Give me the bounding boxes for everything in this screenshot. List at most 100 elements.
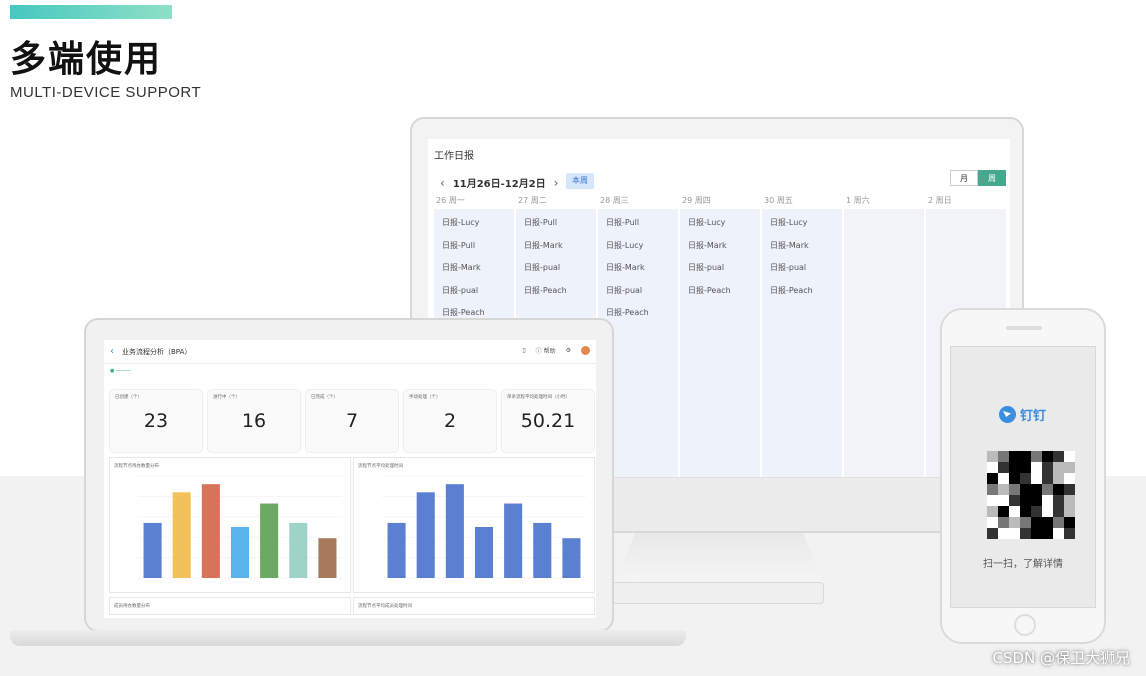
monitor-stand-base: [600, 582, 824, 604]
qr-cell: [987, 484, 998, 495]
qr-cell: [1042, 462, 1053, 473]
chart-panel-left: 流程节点待办数量分布: [110, 458, 350, 592]
phone-speaker: [1006, 326, 1042, 330]
date-range: 11月26日-12月2日: [452, 179, 546, 190]
bar[interactable]: [143, 522, 162, 578]
report-item[interactable]: 日报-Peach: [688, 285, 731, 295]
dingtalk-logo-icon: [999, 406, 1016, 423]
qr-cell: [998, 495, 1009, 506]
laptop: ‹ 业务流程分析（BPA） ▯ ⓘ 帮助 ⚙ ● ───── 已创建（个） 23 进…: [84, 318, 614, 632]
bar[interactable]: [201, 484, 220, 578]
report-item[interactable]: 日报-Pull: [524, 218, 558, 227]
laptop-screen: ‹ 业务流程分析（BPA） ▯ ⓘ 帮助 ⚙ ● ───── 已创建（个） 23 进…: [104, 340, 596, 618]
qr-cell: [1042, 484, 1053, 495]
day-header: 27 周二: [518, 196, 547, 205]
bar[interactable]: [172, 492, 191, 578]
qr-cell: [1020, 462, 1031, 473]
qr-cell: [1009, 528, 1020, 539]
monitor-stand: [614, 533, 824, 585]
report-item[interactable]: 日报-pual: [442, 285, 479, 295]
month-view-button[interactable]: 月: [950, 170, 978, 186]
day-column: 日报-Lucy 日报-Mark 日报-pual 日报-Peach: [762, 209, 842, 479]
week-view-button[interactable]: 周: [978, 170, 1006, 186]
report-item[interactable]: 日报-Mark: [524, 240, 563, 250]
report-item[interactable]: 日报-Mark: [606, 263, 645, 273]
bar[interactable]: [260, 503, 279, 578]
bar[interactable]: [504, 503, 523, 578]
report-item[interactable]: 日报-pual: [524, 263, 561, 273]
report-item[interactable]: 日报-Mark: [688, 240, 727, 250]
stat-value: 23: [143, 410, 169, 432]
qr-cell: [998, 484, 1009, 495]
settings-icon[interactable]: ⚙: [565, 347, 571, 354]
chevron-right-icon[interactable]: ›: [553, 175, 559, 190]
bar[interactable]: [318, 538, 337, 578]
qr-cell: [998, 473, 1009, 484]
phone: 钉钉 扫一扫，了解详情: [940, 308, 1106, 644]
qr-cell: [1009, 462, 1020, 473]
day-header: 26 周一: [436, 196, 465, 205]
qr-cell: [1020, 506, 1031, 517]
panel-bottom-left: 成员待办数量分布: [110, 598, 350, 614]
qr-cell: [1031, 528, 1042, 539]
page-title: 多端使用: [10, 39, 163, 80]
qr-cell: [1042, 528, 1053, 539]
stat-card: 已完成（个） 7: [306, 390, 398, 452]
refresh-link[interactable]: ● ─────: [110, 368, 132, 374]
qr-cell: [1031, 506, 1042, 517]
day-header: 28 周三: [600, 196, 629, 205]
phone-icon[interactable]: ▯: [522, 347, 526, 354]
report-item[interactable]: 日报-Lucy: [770, 218, 808, 227]
report-item[interactable]: 日报-Peach: [442, 308, 485, 318]
dingtalk-brand: 钉钉: [999, 405, 1046, 424]
report-item[interactable]: 日报-Pull: [442, 240, 476, 250]
watermark: CSDN @保卫大狮兄: [992, 649, 1130, 667]
stat-label: 手动处理（个）: [409, 395, 441, 400]
bar[interactable]: [416, 492, 435, 578]
stat-label: 单条流程平均处理时间（小时）: [507, 395, 570, 400]
report-item[interactable]: 日报-Lucy: [442, 218, 480, 227]
chevron-left-icon[interactable]: ‹: [440, 175, 445, 190]
help-label: 帮助: [543, 348, 556, 355]
qr-cell: [1020, 495, 1031, 506]
bar[interactable]: [562, 538, 581, 578]
report-item[interactable]: 日报-Mark: [770, 240, 809, 250]
report-item[interactable]: 日报-Lucy: [606, 240, 644, 250]
calendar-header: 26 周一 27 周二 28 周三 29 周四 30 周五 1 周六 2 周日: [434, 195, 1010, 206]
bar[interactable]: [533, 522, 552, 578]
qr-cell: [987, 451, 998, 462]
qr-cell: [1053, 506, 1064, 517]
stat-value: 2: [443, 410, 457, 432]
bar[interactable]: [289, 522, 308, 578]
avatar[interactable]: [581, 346, 590, 355]
day-header: 30 周五: [764, 196, 793, 205]
report-item[interactable]: 日报-pual: [688, 263, 725, 273]
laptop-topbar: ‹ 业务流程分析（BPA） ▯ ⓘ 帮助 ⚙: [104, 340, 596, 364]
report-item[interactable]: 日报-pual: [606, 285, 643, 295]
report-item[interactable]: 日报-pual: [770, 263, 807, 273]
bar[interactable]: [387, 522, 406, 578]
report-item[interactable]: 日报-Peach: [606, 308, 649, 318]
stat-card: 单条流程平均处理时间（小时） 50.21: [502, 390, 594, 452]
qr-cell: [1031, 451, 1042, 462]
report-item[interactable]: 日报-Mark: [442, 263, 481, 273]
this-week-button[interactable]: 本周: [566, 173, 594, 189]
bar[interactable]: [474, 527, 494, 578]
back-arrow-icon[interactable]: ‹: [110, 346, 114, 357]
qr-cell: [1064, 451, 1075, 462]
report-item[interactable]: 日报-Pull: [606, 218, 640, 227]
qr-cell: [1042, 451, 1053, 462]
qr-cell: [1053, 517, 1064, 528]
bar[interactable]: [445, 484, 464, 578]
report-item[interactable]: 日报-Peach: [770, 285, 813, 295]
qr-code[interactable]: [987, 451, 1075, 539]
help-link[interactable]: ⓘ 帮助: [535, 348, 556, 355]
report-item[interactable]: 日报-Peach: [524, 285, 567, 295]
qr-cell: [998, 462, 1009, 473]
home-button[interactable]: [1014, 614, 1036, 636]
stat-label: 已完成（个）: [311, 395, 338, 400]
report-item[interactable]: 日报-Lucy: [688, 218, 726, 227]
bar[interactable]: [230, 527, 250, 578]
qr-cell: [1009, 495, 1020, 506]
laptop-base: [10, 630, 686, 646]
